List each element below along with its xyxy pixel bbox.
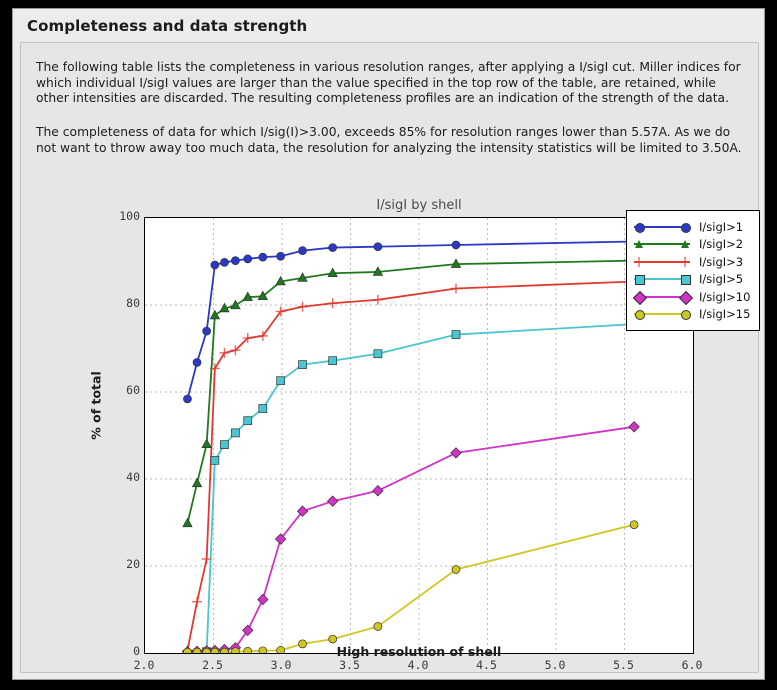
plot-svg — [145, 218, 693, 653]
legend-marker-circle-icon — [681, 310, 691, 321]
y-tick-label: 60 — [126, 383, 140, 397]
legend-swatch — [634, 220, 691, 234]
x-tick-label: 4.0 — [407, 658, 429, 672]
legend-label: I/sigI>2 — [699, 237, 744, 252]
legend-marker-square-icon — [635, 275, 645, 286]
legend-item: I/sigI>2 — [634, 236, 750, 254]
legend-label: I/sigI>5 — [699, 272, 744, 287]
legend-item: I/sigI>5 — [634, 271, 750, 289]
legend-item: I/sigI>15 — [634, 306, 750, 324]
x-tick-label: 3.0 — [270, 658, 292, 672]
legend-swatch — [634, 272, 691, 286]
legend-item: I/sigI>1 — [634, 218, 750, 236]
x-tick-label: 5.0 — [544, 658, 566, 672]
y-tick-label: 0 — [133, 644, 140, 658]
legend-swatch — [634, 237, 690, 251]
legend-marker-circle-icon — [635, 310, 645, 321]
legend-label: I/sigI>15 — [699, 307, 751, 322]
y-axis-label: % of total — [88, 371, 104, 440]
x-axis-label: High resolution of shell — [336, 644, 502, 659]
legend-item: I/sigI>10 — [632, 288, 751, 306]
legend-label: I/sigI>10 — [699, 289, 751, 304]
x-tick-label: 3.5 — [339, 658, 360, 672]
plot-area — [144, 217, 694, 654]
x-tick-label: 6.0 — [681, 658, 703, 672]
page-title: Completeness and data strength — [27, 17, 308, 35]
legend-marker-circle-icon — [635, 222, 645, 233]
legend-marker-plus-icon — [680, 256, 690, 267]
legend-swatch — [634, 255, 690, 269]
y-tick-label: 20 — [126, 557, 140, 571]
legend-marker-square-icon — [681, 275, 691, 286]
x-tick-label: 4.5 — [476, 658, 497, 672]
chart-legend: I/sigI>1 I/sigI>2 I/sigI>3 I/sigI>5 I/sigI>1… — [626, 210, 761, 331]
legend-marker-diamond-icon — [632, 290, 648, 305]
legend-marker-circle-icon — [681, 222, 691, 233]
x-tick-label: 2.5 — [202, 658, 223, 672]
isigi-by-shell-chart: I/sigI by shell 0 20 40 60 80 100 2.0 2.5 3.0 3.… — [78, 198, 761, 672]
completeness-window: Completeness and data strength The follo… — [12, 8, 765, 680]
legend-marker-diamond-icon — [678, 290, 694, 305]
legend-item: I/sigI>3 — [634, 253, 750, 271]
legend-swatch — [632, 290, 694, 305]
content-panel: The following table lists the completene… — [20, 42, 761, 673]
legend-label: I/sigI>3 — [699, 254, 744, 269]
description-paragraph-1: The following table lists the completene… — [36, 60, 741, 106]
y-axis-ticks: 0 20 40 60 80 100 — [78, 198, 140, 658]
y-tick-label: 100 — [119, 209, 140, 223]
description-paragraph-2: The completeness of data for which I/sig… — [36, 125, 742, 155]
y-tick-label: 40 — [126, 470, 140, 484]
legend-marker-plus-icon — [634, 256, 644, 267]
x-axis-ticks: 2.0 2.5 3.0 3.5 4.0 4.5 5.0 5.5 6.0 — [134, 658, 703, 674]
y-tick-label: 80 — [126, 296, 140, 310]
x-tick-label: 2.0 — [133, 658, 155, 672]
x-tick-label: 5.5 — [613, 658, 634, 672]
legend-marker-triangle-icon — [635, 240, 643, 249]
legend-marker-triangle-icon — [681, 240, 689, 249]
legend-label: I/sigI>1 — [699, 219, 744, 234]
legend-swatch — [634, 307, 691, 321]
chart-title: I/sigI by shell — [376, 198, 462, 213]
